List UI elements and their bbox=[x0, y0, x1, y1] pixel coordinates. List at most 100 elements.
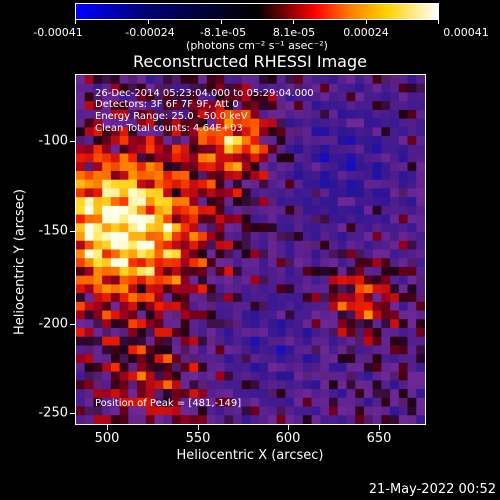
image-pixel bbox=[355, 319, 365, 329]
image-pixel bbox=[407, 188, 417, 198]
image-pixel bbox=[320, 214, 330, 224]
image-pixel bbox=[110, 310, 120, 320]
algorithm-counts-label: Clean Total counts: 4.64E+03 bbox=[95, 123, 243, 134]
image-pixel bbox=[76, 232, 86, 242]
image-pixel bbox=[381, 293, 391, 303]
image-pixel bbox=[355, 258, 365, 268]
image-pixel bbox=[241, 397, 251, 407]
image-pixel bbox=[189, 336, 199, 346]
image-pixel bbox=[171, 293, 181, 303]
image-pixel bbox=[329, 389, 339, 399]
image-pixel bbox=[215, 118, 225, 128]
image-pixel bbox=[302, 415, 312, 424]
image-pixel bbox=[390, 266, 400, 276]
image-pixel bbox=[346, 319, 356, 329]
image-pixel bbox=[110, 101, 120, 111]
image-pixel bbox=[267, 415, 277, 424]
image-pixel bbox=[84, 101, 94, 111]
image-pixel bbox=[337, 319, 347, 329]
image-pixel bbox=[241, 301, 251, 311]
image-pixel bbox=[398, 371, 408, 381]
image-pixel bbox=[416, 83, 425, 93]
image-pixel bbox=[154, 397, 164, 407]
image-pixel bbox=[154, 205, 164, 215]
image-pixel bbox=[137, 380, 147, 390]
image-pixel bbox=[381, 389, 391, 399]
image-pixel bbox=[171, 223, 181, 233]
image-pixel bbox=[294, 310, 304, 320]
image-pixel bbox=[215, 83, 225, 93]
image-pixel bbox=[259, 170, 269, 180]
image-pixel bbox=[329, 397, 339, 407]
image-pixel bbox=[154, 162, 164, 172]
image-pixel bbox=[137, 240, 147, 250]
image-pixel bbox=[372, 301, 382, 311]
image-pixel bbox=[128, 258, 138, 268]
image-pixel bbox=[346, 301, 356, 311]
image-pixel bbox=[390, 170, 400, 180]
image-pixel bbox=[355, 197, 365, 207]
image-pixel bbox=[233, 153, 243, 163]
image-pixel bbox=[241, 170, 251, 180]
image-pixel bbox=[390, 153, 400, 163]
image-pixel bbox=[163, 258, 173, 268]
image-pixel bbox=[363, 319, 373, 329]
image-pixel bbox=[241, 275, 251, 285]
image-pixel bbox=[180, 380, 190, 390]
image-pixel bbox=[416, 127, 425, 137]
image-pixel bbox=[390, 371, 400, 381]
image-pixel bbox=[137, 136, 147, 146]
image-pixel bbox=[137, 170, 147, 180]
image-pixel bbox=[224, 293, 234, 303]
image-pixel bbox=[233, 214, 243, 224]
image-pixel bbox=[84, 240, 94, 250]
image-pixel bbox=[180, 214, 190, 224]
image-pixel bbox=[119, 415, 129, 424]
image-pixel bbox=[171, 258, 181, 268]
image-pixel bbox=[363, 415, 373, 424]
image-pixel bbox=[337, 284, 347, 294]
image-pixel bbox=[337, 188, 347, 198]
colorbar-tick bbox=[438, 20, 439, 24]
image-pixel bbox=[346, 415, 356, 424]
image-pixel bbox=[110, 144, 120, 154]
image-pixel bbox=[180, 275, 190, 285]
y-tick-label: -250 bbox=[38, 405, 68, 421]
image-pixel bbox=[372, 406, 382, 416]
image-pixel bbox=[233, 170, 243, 180]
image-pixel bbox=[302, 144, 312, 154]
image-pixel bbox=[102, 118, 112, 128]
image-pixel bbox=[259, 380, 269, 390]
image-pixel bbox=[93, 415, 103, 424]
image-pixel bbox=[285, 293, 295, 303]
image-pixel bbox=[276, 101, 286, 111]
image-pixel bbox=[372, 371, 382, 381]
image-pixel bbox=[102, 345, 112, 355]
image-pixel bbox=[416, 345, 425, 355]
image-pixel bbox=[180, 223, 190, 233]
image-pixel bbox=[93, 223, 103, 233]
image-pixel bbox=[154, 214, 164, 224]
image-pixel bbox=[128, 275, 138, 285]
image-pixel bbox=[145, 144, 155, 154]
image-pixel bbox=[154, 328, 164, 338]
image-pixel bbox=[267, 293, 277, 303]
image-pixel bbox=[346, 362, 356, 372]
image-pixel bbox=[76, 258, 86, 268]
image-pixel bbox=[250, 319, 260, 329]
image-pixel bbox=[206, 240, 216, 250]
image-pixel bbox=[84, 328, 94, 338]
image-pixel bbox=[346, 380, 356, 390]
detectors-label: Detectors: 3F 6F 7F 9F, Att 0 bbox=[95, 99, 239, 110]
image-pixel bbox=[198, 258, 208, 268]
image-pixel bbox=[180, 328, 190, 338]
image-pixel bbox=[171, 275, 181, 285]
image-pixel bbox=[398, 293, 408, 303]
image-pixel bbox=[294, 232, 304, 242]
rhessi-image-plot bbox=[75, 74, 426, 425]
image-pixel bbox=[180, 144, 190, 154]
image-pixel bbox=[224, 345, 234, 355]
image-pixel bbox=[224, 136, 234, 146]
image-pixel bbox=[363, 118, 373, 128]
image-pixel bbox=[250, 205, 260, 215]
